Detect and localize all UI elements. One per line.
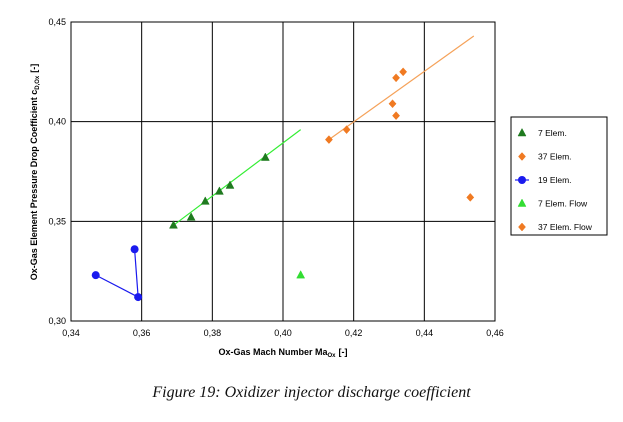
- legend-marker-37-elem: [518, 152, 526, 161]
- y-axis-label: Ox-Gas Element Pressure Drop Coefficient…: [29, 64, 41, 281]
- data-point-7-elem: [214, 186, 224, 195]
- x-tick-label: 0,46: [486, 328, 504, 338]
- y-axis-label-main: Ox-Gas Element Pressure Drop Coefficient…: [29, 90, 39, 281]
- data-point-7-elem: [225, 180, 235, 189]
- data-point-19-elem: [130, 245, 139, 254]
- data-point-37-elem: [392, 111, 401, 121]
- tick-labels: 0,34 0,36 0,38 0,40 0,42 0,44 0,46 0,30 0,35 0,40…: [48, 17, 503, 338]
- data-marks: [91, 67, 475, 302]
- y-tick-label: 0,35: [48, 216, 66, 226]
- data-point-19-elem: [134, 293, 143, 302]
- x-tick-label: 0,36: [133, 328, 151, 338]
- legend-box: [510, 116, 608, 236]
- data-point-7-elem: [260, 152, 270, 161]
- data-point-7-elem: [200, 196, 210, 205]
- data-point-37-elem: [399, 67, 408, 77]
- y-axis-label-unit: [-]: [29, 64, 39, 73]
- data-point-37-elem: [392, 73, 401, 83]
- x-tick-label: 0,40: [274, 328, 292, 338]
- x-tick-label: 0,34: [62, 328, 80, 338]
- y-axis-label-sub: D,Ox: [35, 75, 41, 90]
- legend: 7 Elem. 37 Elem. 19 Elem. 7 Elem. Flow 37 El…: [515, 127, 593, 232]
- data-point-37-elem: [388, 99, 397, 109]
- fit-line: [328, 35, 475, 141]
- x-axis-label: Ox-Gas Mach Number MaOx [-]: [218, 347, 347, 359]
- legend-label-7-elem-flow: 7 Elem. Flow: [538, 199, 588, 209]
- y-tick-label: 0,45: [48, 17, 66, 27]
- x-tick-label: 0,42: [345, 328, 363, 338]
- data-point-19-elem: [91, 271, 100, 280]
- y-tick-label: 0,30: [48, 316, 66, 326]
- fit-lines: [173, 35, 475, 226]
- x-axis-label-main: Ox-Gas Mach Number Ma: [218, 347, 328, 357]
- legend-marker-7-elem-flow: [517, 198, 527, 207]
- fit-line: [173, 129, 302, 226]
- figure-caption: Figure 19: Oxidizer injector discharge c…: [152, 384, 471, 401]
- data-point-37-elem: [466, 193, 475, 202]
- x-tick-label: 0,44: [416, 328, 434, 338]
- data-point-7-elem: [186, 212, 196, 221]
- x-tick-label: 0,38: [204, 328, 222, 338]
- legend-marker-19-elem: [518, 176, 526, 184]
- legend-label-37-elem-flow: 37 Elem. Flow: [538, 222, 593, 232]
- legend-marker-37-elem-flow: [518, 222, 526, 232]
- data-point-7-elem: [169, 220, 178, 229]
- legend-label-19-elem: 19 Elem.: [538, 175, 572, 185]
- data-point-37-elem: [342, 125, 351, 135]
- x-axis-label-unit: [-]: [339, 347, 348, 357]
- legend-label-7-elem: 7 Elem.: [538, 128, 567, 138]
- x-axis-label-sub: Ox: [328, 353, 337, 359]
- legend-label-37-elem: 37 Elem.: [538, 152, 572, 162]
- legend-marker-7-elem: [517, 127, 527, 137]
- plot-area-frame: [70, 21, 496, 322]
- data-point-37-elem: [324, 135, 333, 144]
- y-tick-label: 0,40: [48, 117, 66, 127]
- data-point-7-elem-flow: [296, 270, 306, 279]
- grid-lines: [71, 22, 495, 321]
